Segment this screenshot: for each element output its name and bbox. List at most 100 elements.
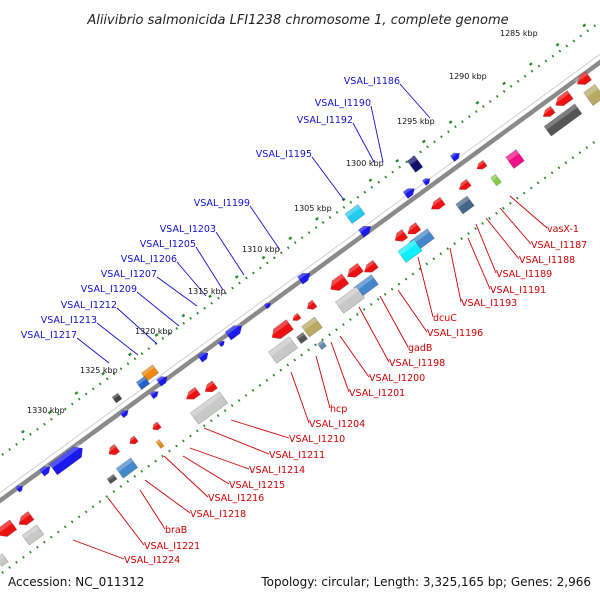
scale-tick-label: 1310 kbp (242, 245, 280, 254)
reverse-gene (392, 229, 409, 242)
reverse-gene (574, 71, 593, 85)
reverse-gene (361, 259, 379, 273)
reverse-gene (552, 90, 574, 107)
forward-gene (39, 463, 51, 477)
reverse-gene (0, 519, 18, 537)
forward-gene (217, 339, 225, 348)
reverse-gene (15, 511, 35, 526)
gene-label-lower: VSAL_I1214 (249, 465, 305, 476)
forward-gene (119, 408, 129, 419)
reverse-gene (455, 195, 475, 215)
gene-label-lower: VSAL_I1191 (490, 285, 546, 296)
leader-line (330, 341, 350, 393)
forward-gene (135, 375, 151, 391)
gene-label-upper: VSAL_I1206 (121, 254, 177, 265)
scale-tick-label: 1290 kbp (449, 72, 487, 81)
gene-label-upper: VSAL_I1217 (21, 330, 77, 341)
gene-label-lower: VSAL_I1204 (309, 419, 365, 430)
reverse-gene (397, 239, 423, 263)
scale-tick-labels: 1285 kbp 1290 kbp 1295 kbp 1300 kbp 1305 kbp… (27, 29, 538, 415)
gene-label-upper: VSAL_I1195 (256, 149, 312, 160)
gene-label-lower: VSAL_I1218 (190, 509, 246, 520)
forward-gene (402, 185, 415, 199)
forward-gene (344, 204, 366, 224)
leader-line (399, 83, 431, 119)
backbone-line (0, 59, 600, 504)
forward-gene (449, 150, 461, 162)
leader-line (139, 489, 166, 530)
forward-gene (358, 222, 372, 238)
gene-label-upper: VSAL_I1199 (194, 198, 250, 209)
leader-line (311, 156, 345, 201)
leader-line (499, 207, 532, 245)
gene-label-lower: VSAL_I1201 (349, 388, 405, 399)
gene-label-lower: VSAL_I1221 (144, 541, 200, 552)
leader-line (230, 419, 290, 439)
reverse-gene (106, 443, 121, 456)
reverse-gene (127, 435, 139, 445)
tick-dot-row (0, 13, 600, 450)
scale-tick-label: 1315 kbp (188, 287, 226, 296)
reverse-gene (202, 380, 218, 393)
reverse-gene (0, 553, 9, 567)
scale-tick-label: 1330 kbp (27, 406, 65, 415)
backbone-highlight (0, 53, 600, 494)
accession-text: Accession: NC_011312 (8, 575, 144, 589)
forward-gene (297, 269, 311, 285)
leader-line (467, 237, 491, 290)
tick-dot-row (0, 21, 600, 458)
reverse-gene (301, 316, 323, 338)
reverse-gene (428, 196, 446, 210)
gene-label-upper: VSAL_I1209 (81, 284, 137, 295)
leader-line (182, 455, 230, 485)
gene-label-lower: braB (165, 525, 187, 536)
gene-label-lower: VSAL_I1224 (124, 555, 180, 566)
gene-label-lower: VSAL_I1198 (389, 358, 445, 369)
leader-line (107, 497, 145, 546)
forward-gene (197, 349, 209, 363)
leader-line (189, 447, 250, 470)
reverse-gene (106, 473, 118, 485)
gene-label-lower: VSAL_I1189 (496, 269, 552, 280)
leader-line (144, 479, 191, 514)
gene-label-upper: VSAL_I1186 (344, 76, 400, 87)
reverse-gene (305, 299, 318, 310)
map-title: Aliivibrio salmonicida LFI1238 chromosom… (86, 13, 508, 28)
scale-tick-label: 1325 kbp (80, 366, 118, 375)
gene-label-upper: VSAL_I1192 (297, 115, 353, 126)
leader-line (485, 217, 520, 260)
gene-label-upper: VSAL_I1190 (315, 98, 371, 109)
leader-line (358, 306, 390, 363)
leader-line (195, 246, 224, 291)
gene-label-lower: VSAL_I1210 (289, 434, 345, 445)
scale-tick-label: 1300 kbp (346, 159, 384, 168)
gene-features (0, 71, 600, 567)
leader-line (397, 289, 428, 333)
leader-line (72, 539, 125, 560)
reverse-gene (583, 83, 600, 107)
gene-label-lower: vasX-1 (547, 224, 579, 235)
scale-tick-label: 1285 kbp (500, 29, 538, 38)
forward-gene (421, 176, 431, 186)
leader-line (116, 307, 158, 345)
gene-label-lower: hcp (330, 404, 347, 415)
leader-line (339, 335, 370, 378)
reverse-gene (268, 319, 294, 340)
reverse-gene (267, 336, 299, 364)
leader-line (76, 337, 110, 364)
gene-label-lower: VSAL_I1187 (531, 240, 587, 251)
genome-summary-text: Topology: circular; Length: 3,325,165 bp… (260, 575, 591, 589)
leader-line (370, 105, 384, 163)
reverse-gene (405, 222, 422, 235)
leader-line (475, 223, 497, 274)
reverse-gene (490, 173, 502, 187)
gene-label-upper: VSAL_I1205 (140, 239, 196, 250)
reverse-gene (456, 178, 472, 190)
reverse-gene (115, 457, 139, 479)
leader-line (176, 261, 207, 297)
scale-tick-label: 1320 kbp (135, 327, 173, 336)
gene-label-lower: dcuC (433, 313, 457, 324)
scale-tick-dots (0, 13, 600, 576)
reverse-gene (291, 312, 302, 321)
forward-gene (49, 443, 83, 476)
